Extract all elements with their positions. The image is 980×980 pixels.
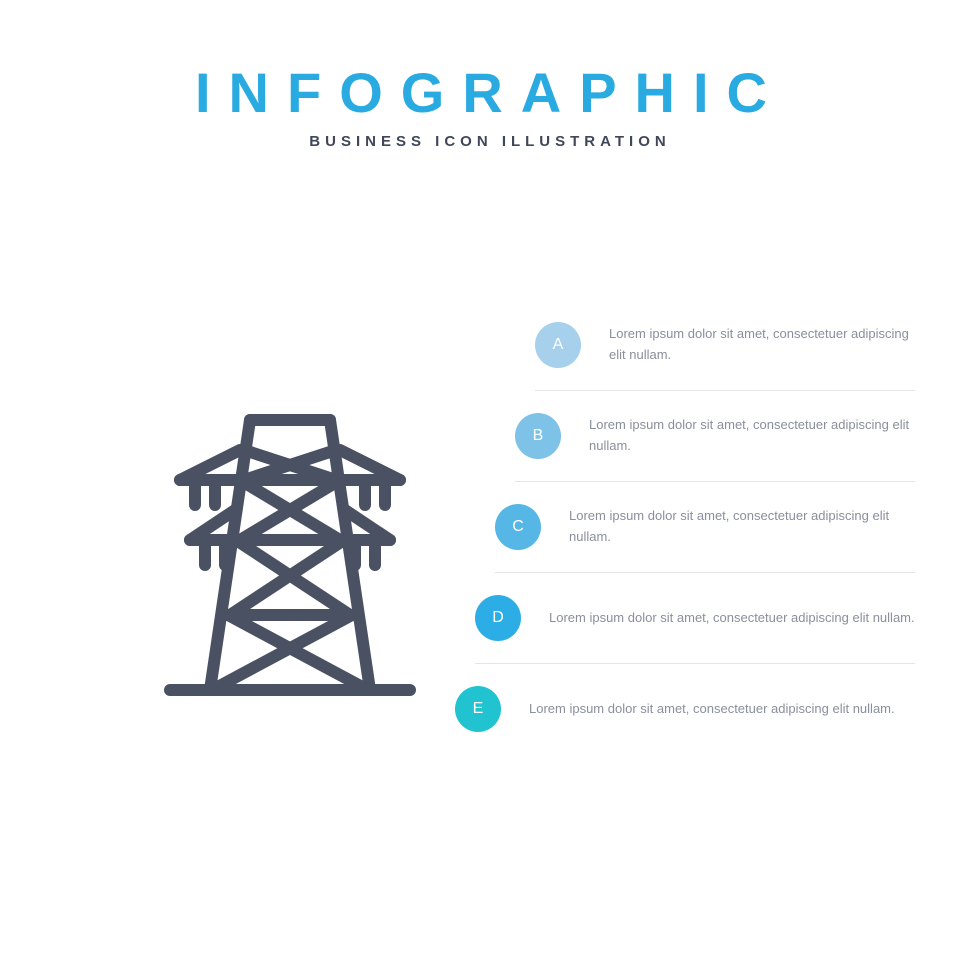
list-item: A Lorem ipsum dolor sit amet, consectetu…	[535, 300, 915, 391]
badge-d: D	[475, 595, 521, 641]
item-text: Lorem ipsum dolor sit amet, consectetuer…	[589, 415, 915, 457]
item-text: Lorem ipsum dolor sit amet, consectetuer…	[549, 608, 915, 629]
item-text: Lorem ipsum dolor sit amet, consectetuer…	[609, 324, 915, 366]
list-item: E Lorem ipsum dolor sit amet, consectetu…	[455, 664, 915, 754]
item-text: Lorem ipsum dolor sit amet, consectetuer…	[529, 699, 915, 720]
page-subtitle: BUSINESS ICON ILLUSTRATION	[0, 133, 980, 150]
badge-b: B	[515, 413, 561, 459]
page-title: INFOGRAPHIC	[0, 60, 980, 125]
item-text: Lorem ipsum dolor sit amet, consectetuer…	[569, 506, 915, 548]
content: A Lorem ipsum dolor sit amet, consectetu…	[0, 300, 980, 860]
badge-e: E	[455, 686, 501, 732]
transmission-tower-icon	[140, 400, 440, 700]
list-item: C Lorem ipsum dolor sit amet, consectetu…	[495, 482, 915, 573]
badge-c: C	[495, 504, 541, 550]
list-item: B Lorem ipsum dolor sit amet, consectetu…	[515, 391, 915, 482]
steps-list: A Lorem ipsum dolor sit amet, consectetu…	[455, 300, 915, 754]
header: INFOGRAPHIC BUSINESS ICON ILLUSTRATION	[0, 0, 980, 150]
list-item: D Lorem ipsum dolor sit amet, consectetu…	[475, 573, 915, 664]
badge-a: A	[535, 322, 581, 368]
